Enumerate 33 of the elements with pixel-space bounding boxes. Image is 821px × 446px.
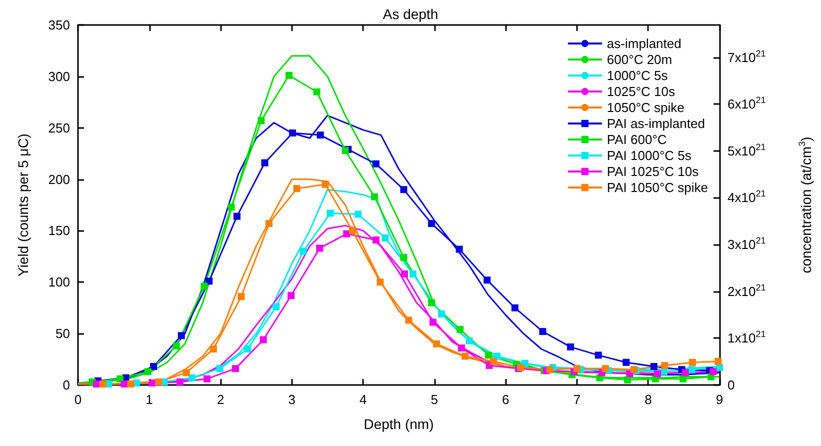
legend-label: as-implanted	[606, 36, 682, 51]
y-axis-title: Yield (counts per 5 μC)	[15, 134, 31, 276]
x-tick-label: 9	[716, 392, 724, 407]
y-tick-label: 0	[62, 378, 70, 392]
y-tick-label: 350	[48, 18, 70, 32]
x-tick-label: 8	[644, 392, 652, 407]
x-axis-title: Depth (nm)	[364, 416, 434, 432]
legend-label: PAI 600°C	[606, 132, 667, 147]
y-tick-label: 50	[56, 326, 70, 342]
y-tick-label: 200	[48, 172, 70, 187]
x-tick-label: 2	[216, 392, 224, 407]
y-tick-label: 300	[48, 68, 70, 84]
x-tick-label: 3	[288, 392, 296, 407]
x-tick-label: 0	[74, 392, 82, 407]
legend-label: 600°C 20m	[606, 52, 672, 67]
y-tick-label: 150	[48, 223, 70, 238]
chart-title: As depth	[382, 6, 438, 22]
x-tick-label: 5	[430, 392, 438, 407]
legend-label: PAI 1025°C 10s	[606, 164, 700, 179]
legend-label: 1050°C spike	[606, 100, 684, 115]
x-tick-label: 7	[573, 392, 581, 407]
y-tick-label: 250	[48, 120, 70, 136]
legend-label: PAI 1050°C spike	[606, 180, 708, 195]
legend-label: PAI as-implanted	[606, 116, 705, 131]
x-tick-label: 1	[146, 392, 153, 407]
y2-tick-label: 0	[728, 378, 735, 392]
legend-label: PAI 1000°C 5s	[606, 148, 692, 163]
legend-label: 1025°C 10s	[606, 84, 676, 99]
x-tick-label: 4	[359, 392, 367, 407]
x-tick-label: 6	[502, 392, 510, 407]
legend-label: 1000°C 5s	[606, 68, 668, 83]
y2-axis-title: concentration (at/cm3)	[797, 136, 814, 274]
y-tick-label: 100	[48, 274, 70, 290]
